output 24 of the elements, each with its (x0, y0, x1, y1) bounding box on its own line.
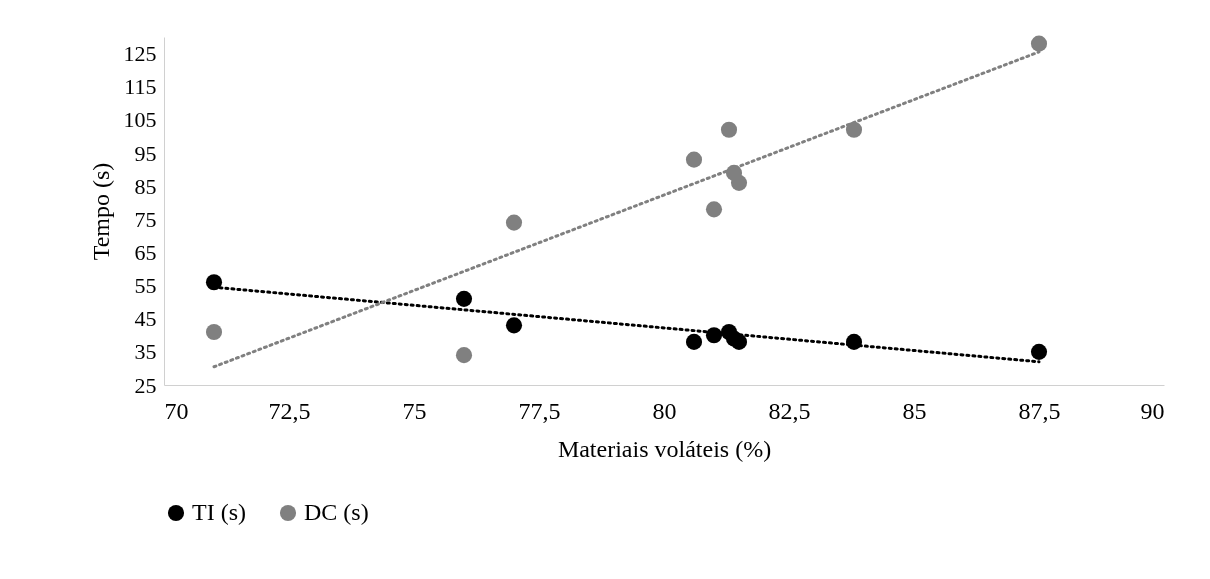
y-tick-label: 35 (134, 339, 157, 365)
y-tick-label: 25 (134, 372, 157, 398)
y-tick-label: 115 (124, 74, 157, 100)
x-tick-label: 87,5 (1018, 397, 1061, 424)
x-tick-label: 77,5 (518, 397, 561, 424)
y-tick-label: 95 (134, 140, 157, 166)
y-tick-label: 105 (123, 107, 157, 133)
x-tick-label: 90 (1140, 397, 1165, 424)
x-tick-label: 82,5 (768, 397, 811, 424)
x-tick-label: 72,5 (268, 397, 311, 424)
legend-label: TI (s) (192, 499, 246, 525)
x-tick-label: 75 (402, 397, 427, 424)
x-tick-label: 85 (902, 397, 927, 424)
x-tick-label: 80 (652, 397, 677, 424)
y-tick-label: 45 (134, 306, 157, 332)
y-tick-label: 125 (123, 41, 157, 67)
x-axis-title: Materiais voláteis (%) (557, 435, 772, 462)
y-tick-label: 55 (134, 273, 157, 299)
y-tick-label: 65 (134, 239, 157, 265)
y-tick-label: 85 (134, 173, 157, 199)
legend-label: DC (s) (304, 499, 369, 525)
x-tick-label: 70 (164, 397, 189, 424)
y-axis-title: Tempo (s) (87, 162, 114, 261)
y-tick-label: 75 (134, 206, 157, 232)
